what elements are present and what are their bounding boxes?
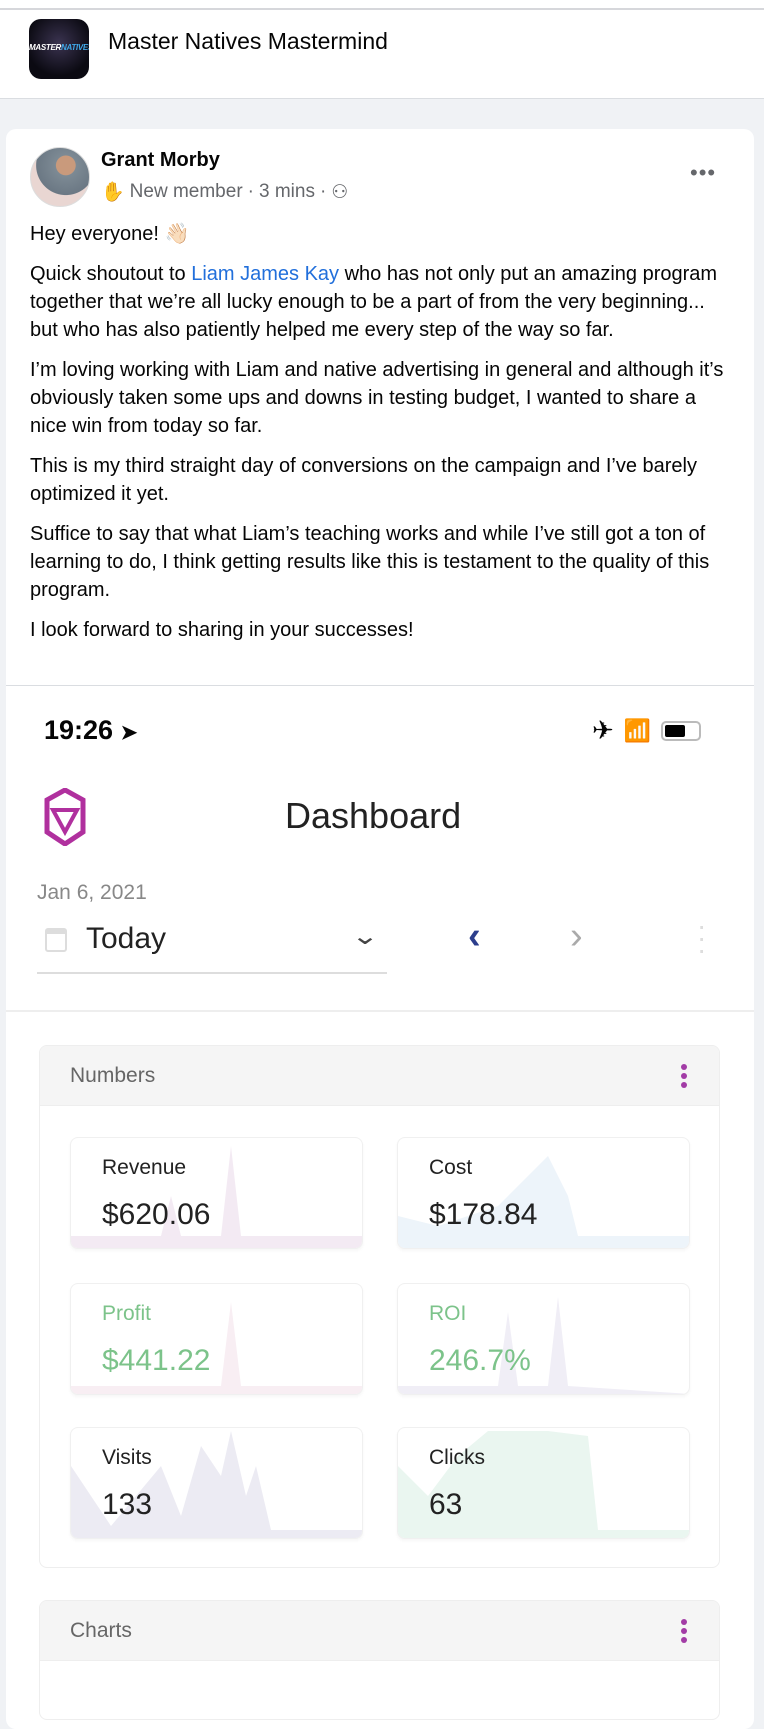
metric-label: ROI <box>429 1302 467 1325</box>
prev-day-button[interactable]: ‹ <box>468 915 481 957</box>
paragraph: Suffice to say that what Liam’s teaching… <box>30 523 710 601</box>
charts-panel: Charts <box>39 1600 720 1720</box>
metric-value: 63 <box>429 1488 463 1521</box>
paragraph: Hey everyone! 👋🏻 <box>30 223 190 245</box>
metric-tile-visits[interactable]: Visits 133 <box>70 1427 363 1539</box>
date-range-select[interactable]: Today <box>86 922 167 955</box>
metric-tile-roi[interactable]: ROI 246.7% <box>397 1283 690 1395</box>
wave-hand-icon: ✋ <box>101 182 125 203</box>
post-meta: ✋ New member · 3 mins · ⚇ <box>101 181 349 203</box>
metric-label: Cost <box>429 1156 473 1179</box>
sparkline <box>71 1146 362 1248</box>
app-logo-icon <box>44 788 86 846</box>
chevron-down-icon[interactable]: ⌄ <box>350 923 380 950</box>
top-divider <box>0 0 764 10</box>
more-vertical-icon[interactable]: · · · <box>697 910 707 965</box>
sparkline <box>398 1156 689 1248</box>
group-privacy-icon: ⚇ <box>331 181 349 203</box>
metric-tile-clicks[interactable]: Clicks 63 <box>397 1427 690 1539</box>
group-header <box>0 10 764 99</box>
metric-value: $178.84 <box>429 1198 538 1231</box>
metric-value: $441.22 <box>102 1344 211 1377</box>
sparkline <box>398 1431 689 1538</box>
group-logo[interactable]: MASTERNATIVES <box>29 19 89 79</box>
metric-label: Clicks <box>429 1446 485 1469</box>
next-day-button[interactable]: › <box>570 915 583 957</box>
metric-tile-cost[interactable]: Cost $178.84 <box>397 1137 690 1249</box>
date-label: Jan 6, 2021 <box>37 881 147 904</box>
panel-menu-icon[interactable] <box>681 1064 687 1091</box>
status-time: 19:26 ➤ <box>44 715 138 745</box>
airplane-icon: ✈ <box>592 715 614 745</box>
divider <box>6 685 754 686</box>
paragraph: I look forward to sharing in your succes… <box>30 619 414 641</box>
metric-label: Revenue <box>102 1156 187 1179</box>
author-name[interactable]: Grant Morby <box>101 149 220 171</box>
sparkline <box>71 1431 362 1538</box>
panel-menu-icon[interactable] <box>681 1619 687 1646</box>
metric-value: 246.7% <box>429 1344 531 1377</box>
post-time[interactable]: 3 mins <box>258 181 315 202</box>
metric-tile-profit[interactable]: Profit $441.22 <box>70 1283 363 1395</box>
calendar-icon <box>45 928 67 952</box>
post-body: Hey everyone! 👋🏻 Quick shoutout to Liam … <box>30 220 735 656</box>
status-icons: ✈ 📶 <box>592 715 702 746</box>
paragraph: Quick shoutout to Liam James Kay who has… <box>30 263 718 341</box>
paragraph: I’m loving working with Liam and native … <box>30 359 724 437</box>
paragraph: This is my third straight day of convers… <box>30 455 697 505</box>
group-title[interactable]: Master Natives Mastermind <box>108 28 388 54</box>
mention-link[interactable]: Liam James Kay <box>191 263 340 285</box>
member-badge: New member <box>129 181 243 202</box>
panel-title: Numbers <box>70 1064 156 1087</box>
panel-title: Charts <box>70 1619 132 1642</box>
metric-value: 133 <box>102 1488 153 1521</box>
more-options-icon[interactable]: ••• <box>690 160 717 185</box>
wifi-icon: 📶 <box>623 717 652 743</box>
battery-icon <box>661 720 702 741</box>
metric-label: Profit <box>102 1302 152 1325</box>
location-arrow-icon: ➤ <box>120 722 138 744</box>
avatar[interactable] <box>30 147 90 207</box>
dashboard-title: Dashboard <box>285 795 462 836</box>
metric-tile-revenue[interactable]: Revenue $620.06 <box>70 1137 363 1249</box>
select-underline <box>37 972 387 974</box>
metric-value: $620.06 <box>102 1198 211 1231</box>
divider <box>6 1010 754 1012</box>
metric-label: Visits <box>102 1446 152 1469</box>
